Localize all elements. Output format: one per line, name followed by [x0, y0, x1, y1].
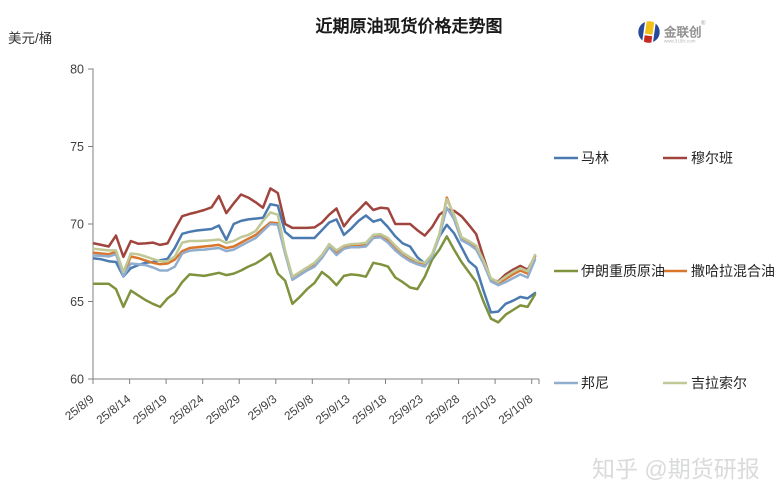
- svg-text:70: 70: [70, 218, 84, 232]
- svg-text:穆尔班: 穆尔班: [691, 150, 733, 166]
- svg-text:75: 75: [70, 140, 84, 154]
- svg-text:撒哈拉混合油: 撒哈拉混合油: [691, 263, 775, 279]
- svg-text:近期原油现货价格走势图: 近期原油现货价格走势图: [316, 16, 503, 36]
- svg-text:80: 80: [70, 63, 84, 77]
- svg-text:www.315fc.com: www.315fc.com: [664, 39, 696, 44]
- svg-text:吉拉索尔: 吉拉索尔: [691, 375, 747, 391]
- svg-text:伊朗重质原油: 伊朗重质原油: [581, 263, 665, 279]
- svg-text:马林: 马林: [581, 150, 609, 166]
- svg-text:邦尼: 邦尼: [581, 375, 609, 391]
- svg-text:美元/桶: 美元/桶: [8, 31, 52, 46]
- svg-text:金联创: 金联创: [663, 25, 702, 40]
- svg-text:®: ®: [701, 20, 706, 27]
- svg-text:知乎 @期货研报: 知乎 @期货研报: [592, 456, 760, 482]
- svg-text:65: 65: [70, 295, 84, 309]
- svg-text:60: 60: [70, 373, 84, 387]
